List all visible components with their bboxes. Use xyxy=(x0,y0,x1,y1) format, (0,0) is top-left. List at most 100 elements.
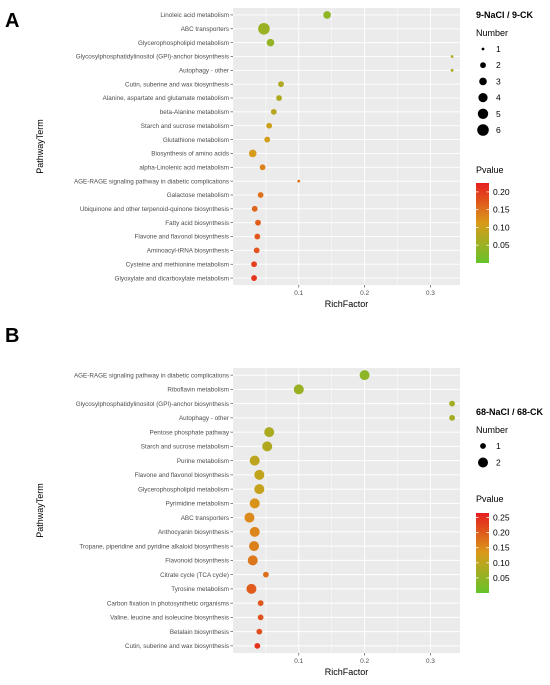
data-point xyxy=(249,498,260,509)
colorbar-label: 0.10 xyxy=(493,558,510,568)
data-point xyxy=(251,261,257,268)
size-legend-dot xyxy=(478,457,488,468)
x-tick-label: 0.1 xyxy=(294,658,303,665)
color-legend-title: Pvalue xyxy=(476,165,504,175)
y-axis-title: PathwayTerm xyxy=(35,483,45,538)
y-tick-label: Linoleic acid metabolism xyxy=(160,12,229,19)
data-point xyxy=(253,247,260,254)
size-legend-label: 1 xyxy=(496,441,501,451)
y-tick-label: Cutin, suberine and wax biosynthesis xyxy=(125,643,229,650)
data-point xyxy=(449,400,456,407)
data-point xyxy=(251,205,258,212)
data-point xyxy=(259,164,266,171)
colorbar-label: 0.05 xyxy=(493,573,510,583)
y-tick-label: Starch and sucrose metabolism xyxy=(141,123,229,130)
y-tick-label: Tyrosine metabolism xyxy=(171,586,229,593)
y-tick-label: Glycosylphosphatidylinositol (GPI)-ancho… xyxy=(76,401,229,408)
panel-letter: A xyxy=(5,10,19,32)
data-point xyxy=(248,149,257,158)
y-tick-label: Starch and sucrose metabolism xyxy=(141,444,229,451)
colorbar-label: 0.15 xyxy=(493,543,510,553)
y-tick-label: AGE-RAGE signaling pathway in diabetic c… xyxy=(74,178,229,185)
data-point xyxy=(449,414,456,421)
size-legend-title: Number xyxy=(476,28,508,38)
size-legend-label: 2 xyxy=(496,458,501,468)
y-tick-label: Aminoacyl-tRNA biosynthesis xyxy=(147,248,229,255)
data-point xyxy=(276,95,282,101)
size-legend-label: 1 xyxy=(496,44,501,54)
y-tick-label: Flavonoid biosynthesis xyxy=(165,558,229,565)
data-point xyxy=(244,512,255,523)
y-tick-label: Pentose phosphate pathway xyxy=(150,429,230,436)
y-tick-label: Carbon fixation in photosynthetic organi… xyxy=(107,600,229,607)
data-point xyxy=(278,81,284,88)
y-tick-label: Anthocyanin biosynthesis xyxy=(158,529,229,536)
size-legend-label: 6 xyxy=(496,125,501,135)
data-point xyxy=(254,484,265,495)
y-tick-label: ABC transporters xyxy=(181,26,229,33)
size-legend-dot xyxy=(481,47,485,51)
panel-b: B AGE-RAGE signaling pathway in diabetic … xyxy=(5,325,544,677)
data-point xyxy=(256,628,263,635)
y-tick-label: Riboflavin metabolism xyxy=(167,387,229,394)
x-tick-label: 0.3 xyxy=(426,290,435,297)
data-point xyxy=(270,108,277,115)
y-tick-label: ABC transporters xyxy=(181,515,229,522)
data-point xyxy=(258,22,270,35)
y-tick-label: Flavone and flavonol biosynthesis xyxy=(134,472,229,479)
colorbar xyxy=(476,513,489,593)
y-tick-label: Fatty acid biosynthesis xyxy=(165,220,229,227)
data-point xyxy=(293,384,304,395)
colorbar xyxy=(476,183,489,263)
data-point xyxy=(450,55,454,58)
x-tick-label: 0.3 xyxy=(426,658,435,665)
plot-background xyxy=(233,368,460,653)
data-point xyxy=(266,38,275,47)
y-tick-label: Glycerophospholipid metabolism xyxy=(138,486,229,493)
y-tick-label: Purine metabolism xyxy=(177,458,229,465)
data-point xyxy=(359,370,370,381)
y-tick-label: Galactose metabolism xyxy=(167,192,229,199)
plot-background xyxy=(233,8,460,285)
colorbar-label: 0.20 xyxy=(493,528,510,538)
y-tick-label: AGE-RAGE signaling pathway in diabetic c… xyxy=(74,372,229,379)
y-tick-label: Biosynthesis of amino acids xyxy=(151,151,229,158)
y-tick-label: alpha-Linolenic acid metabolism xyxy=(139,164,229,171)
x-tick-label: 0.2 xyxy=(360,658,369,665)
panel-letter: B xyxy=(5,325,19,347)
size-legend-dot xyxy=(478,93,488,103)
data-point xyxy=(254,233,261,240)
color-legend-title: Pvalue xyxy=(476,494,504,504)
y-axis-title: PathwayTerm xyxy=(35,119,45,174)
y-tick-label: Ubiquinone and other terpenoid-quinone b… xyxy=(80,206,229,213)
colorbar-label: 0.25 xyxy=(493,513,510,523)
data-point xyxy=(264,427,275,438)
y-tick-label: Tropane, piperidine and pyridine alkaloi… xyxy=(79,543,229,550)
data-point xyxy=(450,68,454,72)
colorbar-label: 0.10 xyxy=(493,222,510,232)
size-legend-label: 4 xyxy=(496,93,501,103)
size-legend-dot xyxy=(477,124,489,136)
colorbar-label: 0.15 xyxy=(493,205,510,215)
size-legend-title: Number xyxy=(476,425,508,435)
data-point xyxy=(264,136,271,143)
x-axis-title: RichFactor xyxy=(325,299,369,309)
data-point xyxy=(251,275,257,281)
y-tick-label: Citrate cycle (TCA cycle) xyxy=(160,572,229,579)
data-point xyxy=(323,11,331,19)
y-tick-label: Pyrimidine metabolism xyxy=(166,501,229,508)
data-point xyxy=(257,600,264,607)
y-tick-label: Flavone and flavonol biosynthesis xyxy=(134,234,229,241)
x-axis-title: RichFactor xyxy=(325,667,369,677)
x-tick-label: 0.2 xyxy=(360,290,369,297)
panel-a: A Linoleic acid metabolism ABC transporter… xyxy=(5,8,534,309)
y-tick-label: Glycerophospholipid metabolism xyxy=(138,40,229,47)
y-tick-label: Glyoxylate and dicarboxylate metabolism xyxy=(115,275,229,282)
size-legend-dot xyxy=(477,108,489,120)
legend-comparison-title: 9-NaCl / 9-CK xyxy=(476,10,534,20)
y-tick-label: Betalain biosynthesis xyxy=(170,629,229,636)
y-tick-label: beta-Alanine metabolism xyxy=(160,109,229,116)
size-legend-label: 3 xyxy=(496,76,501,86)
data-point xyxy=(249,541,260,552)
